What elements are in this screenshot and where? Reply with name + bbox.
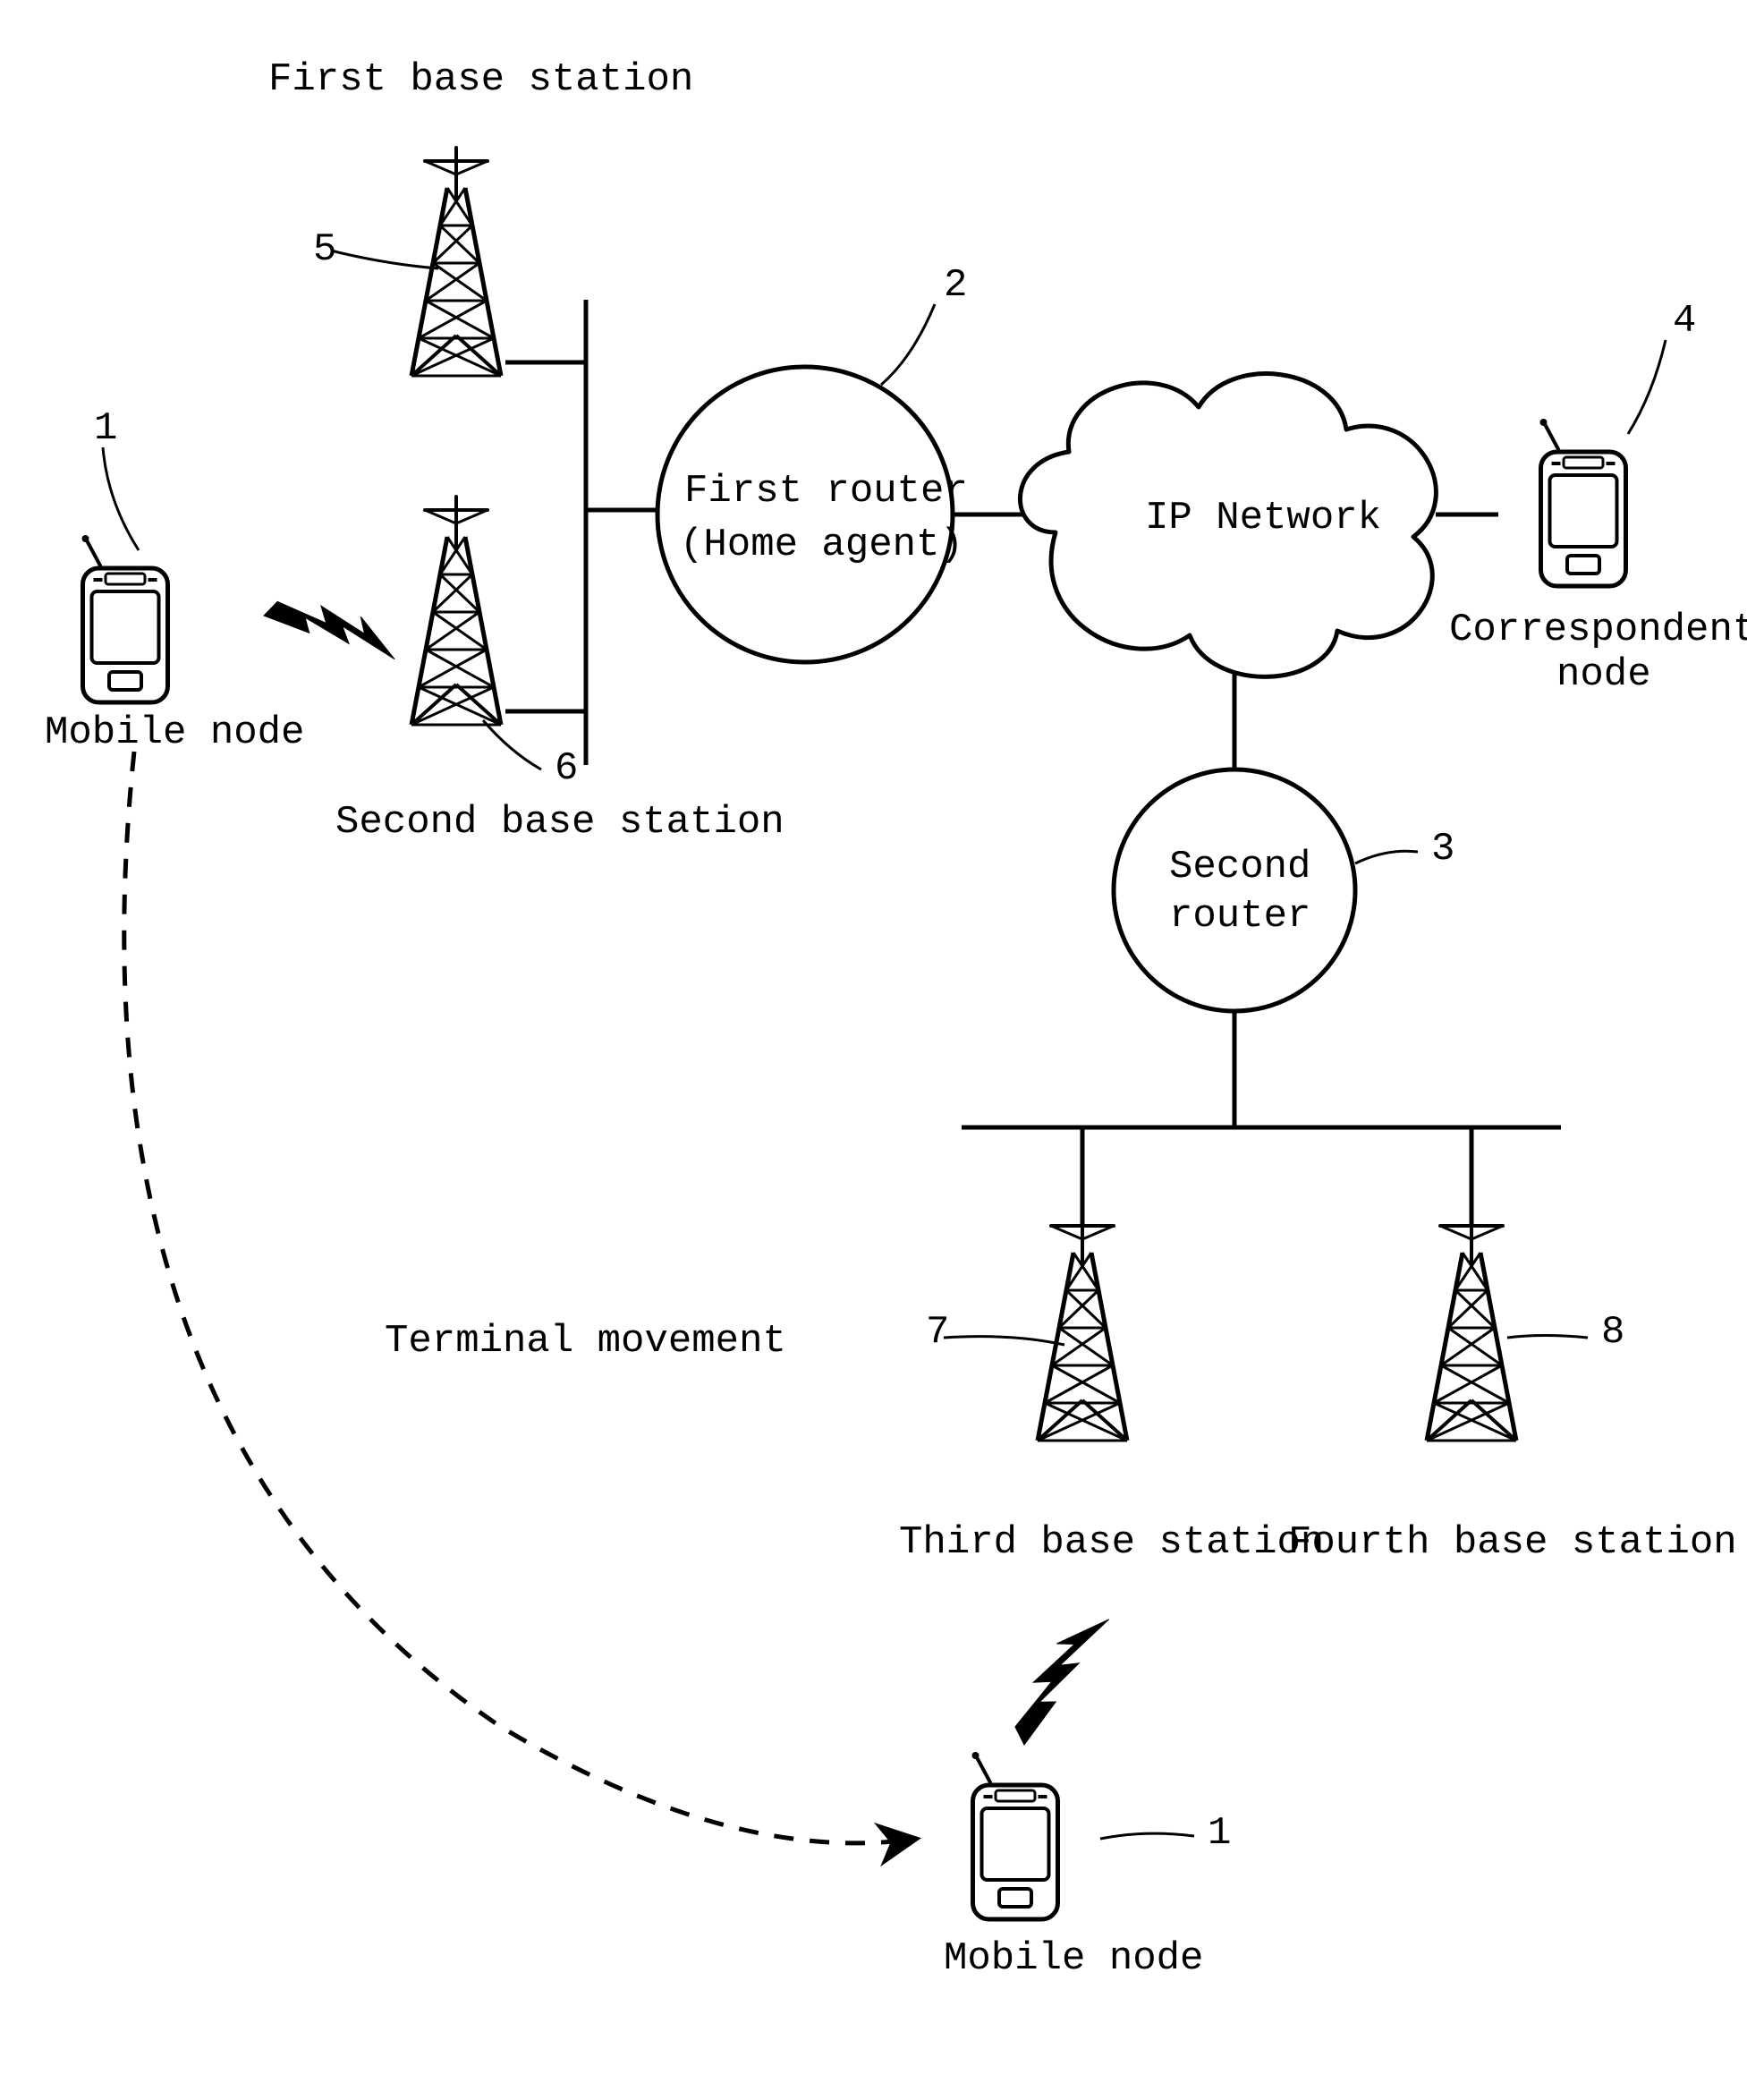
ref-lead (1100, 1833, 1194, 1839)
diagram-label: 6 (555, 746, 578, 791)
ref-lead (944, 1337, 1064, 1345)
diagram-label: Mobile node (944, 1936, 1203, 1981)
diagram-label: Mobile node (45, 710, 304, 755)
ref-lead (1507, 1336, 1588, 1339)
ref-lead (103, 447, 139, 550)
ref-lead (1355, 851, 1418, 863)
ref-lead (331, 251, 438, 268)
diagram-label: 1 (94, 406, 117, 451)
diagram-label: 4 (1673, 299, 1696, 344)
ref-lead (881, 304, 935, 385)
ref-lead (483, 720, 541, 769)
diagram-label: Second (1169, 845, 1310, 889)
diagram-label: First router (684, 469, 968, 514)
diagram-label: IP Network (1145, 496, 1381, 540)
router2 (1114, 769, 1355, 1011)
diagram-label: Second base station (335, 800, 784, 845)
diagram-label: router (1169, 894, 1310, 939)
diagram-label: (Home agent) (680, 523, 963, 567)
diagram-label: First base station (268, 57, 693, 102)
device-icon (82, 535, 168, 702)
diagram-label: 2 (944, 263, 967, 308)
diagram-label: 8 (1601, 1310, 1624, 1355)
diagram-label: Third base station (899, 1520, 1324, 1565)
wireless-bolt (264, 601, 394, 659)
diagram-label: 7 (926, 1310, 949, 1355)
router1 (657, 367, 953, 662)
diagram-label: 3 (1431, 827, 1454, 871)
diagram-label: 5 (313, 227, 336, 272)
diagram-label: node (1556, 652, 1651, 697)
diagram-label: 1 (1208, 1811, 1231, 1856)
diagram-label: Fourth base station (1288, 1520, 1737, 1565)
device-icon (1540, 419, 1626, 586)
wireless-bolt (1015, 1620, 1109, 1745)
device-icon (972, 1752, 1058, 1919)
movement-arrow (124, 752, 917, 1843)
diagram-label: Terminal movement (385, 1319, 786, 1364)
ref-lead (1628, 340, 1666, 434)
diagram-label: Correspondent (1449, 608, 1747, 652)
